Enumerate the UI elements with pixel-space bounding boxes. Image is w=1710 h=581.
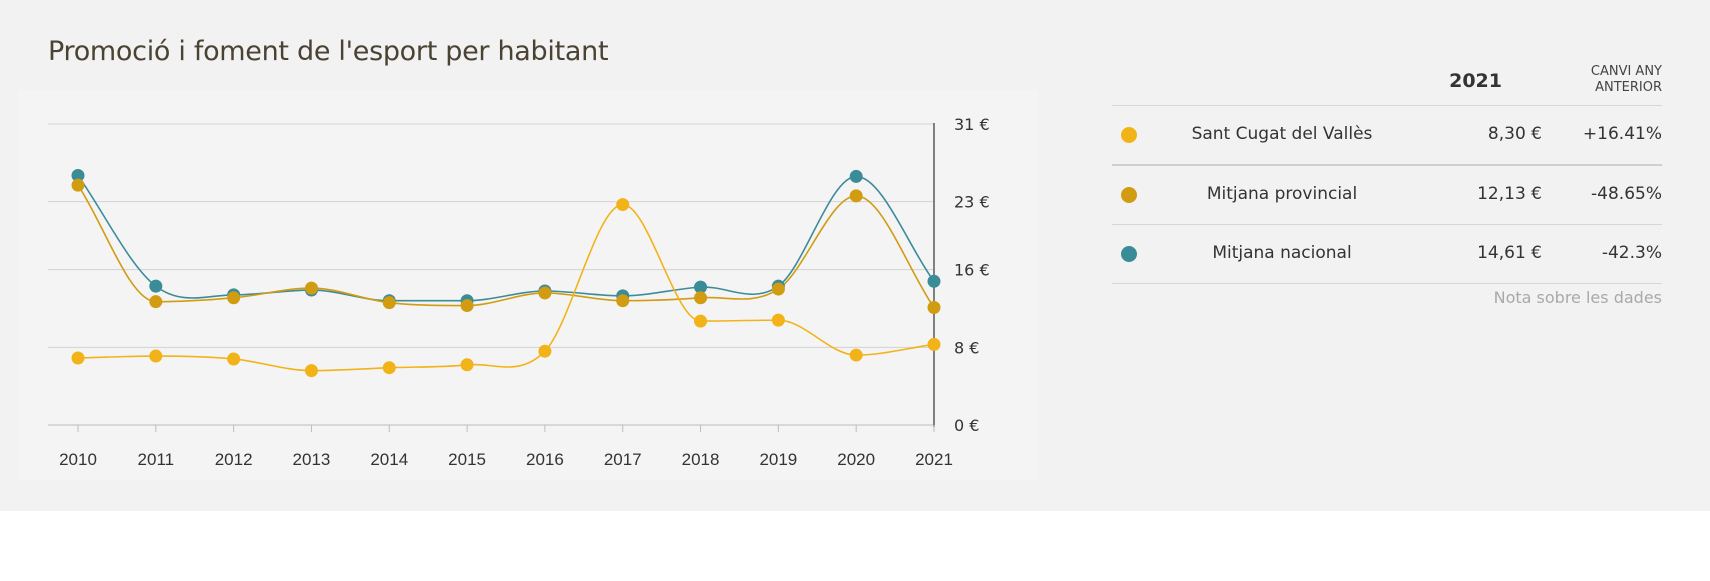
data-point-sant-cugat <box>538 344 552 358</box>
data-point-sant-cugat <box>616 198 630 212</box>
legend-row-name: Mitjana provincial <box>1206 184 1358 204</box>
x-tick-label: 2021 <box>915 450 953 469</box>
legend-year: 2021 <box>1449 70 1502 92</box>
data-point-provincial <box>71 178 85 192</box>
x-tick-label: 2019 <box>759 450 797 469</box>
data-point-provincial <box>694 291 708 305</box>
data-point-sant-cugat <box>694 314 708 328</box>
data-point-nacional <box>694 280 708 294</box>
x-tick-label: 2020 <box>837 450 875 469</box>
data-point-nacional <box>849 169 863 183</box>
data-point-provincial <box>771 282 785 296</box>
data-point-provincial <box>149 295 163 309</box>
series-line-sant-cugat <box>77 203 935 372</box>
data-point-sant-cugat <box>71 351 85 365</box>
x-tick-label: 2010 <box>59 450 97 469</box>
legend-header: 2021 CANVI ANY ANTERIOR <box>1112 60 1662 106</box>
data-point-sant-cugat <box>149 349 163 363</box>
data-note-link[interactable]: Nota sobre les dades <box>1493 288 1662 307</box>
x-tick-label: 2013 <box>293 450 331 469</box>
data-point-sant-cugat <box>927 337 941 351</box>
series-color-dot <box>1121 246 1137 262</box>
x-tick-label: 2014 <box>370 450 408 469</box>
data-point-nacional <box>71 168 85 182</box>
data-point-sant-cugat <box>460 358 474 372</box>
y-tick-label: 16 € <box>954 261 990 280</box>
x-tick-label: 2015 <box>448 450 486 469</box>
legend-row-name: Sant Cugat del Vallès <box>1191 124 1373 144</box>
legend-table: 2021 CANVI ANY ANTERIOR Sant Cugat del V… <box>1112 60 1662 307</box>
legend-row-provincial[interactable]: Mitjana provincial 12,13 € -48.65% <box>1112 166 1662 225</box>
legend-row-nacional[interactable]: Mitjana nacional 14,61 € -42.3% <box>1112 225 1662 284</box>
data-point-provincial <box>616 294 630 308</box>
series-color-dot <box>1121 127 1137 143</box>
change-header-line1: CANVI ANY <box>1590 64 1662 79</box>
y-tick-label: 8 € <box>954 338 979 357</box>
legend-row-change: -42.3% <box>1601 243 1662 263</box>
y-tick-label: 0 € <box>954 416 979 435</box>
x-tick-label: 2018 <box>682 450 720 469</box>
legend-row-change: -48.65% <box>1591 184 1662 204</box>
y-tick-label: 31 € <box>954 115 990 134</box>
data-point-provincial <box>927 301 941 315</box>
legend-row-value: 8,30 € <box>1487 124 1542 144</box>
data-point-sant-cugat <box>771 313 785 327</box>
legend-row-value: 12,13 € <box>1477 184 1542 204</box>
series-line-provincial <box>77 184 935 308</box>
plot-background <box>18 90 1038 480</box>
legend-row-sant-cugat[interactable]: Sant Cugat del Vallès 8,30 € +16.41% <box>1112 106 1662 166</box>
legend-row-name: Mitjana nacional <box>1212 243 1352 263</box>
data-point-provincial <box>538 286 552 300</box>
data-point-sant-cugat <box>382 361 396 375</box>
x-tick-label: 2011 <box>138 450 175 469</box>
x-tick-label: 2012 <box>215 450 253 469</box>
x-tick-label: 2017 <box>604 450 642 469</box>
legend-change-header: CANVI ANY ANTERIOR <box>1562 64 1662 96</box>
data-point-provincial <box>227 291 241 305</box>
data-point-nacional <box>927 274 941 288</box>
legend-row-change: +16.41% <box>1582 124 1662 144</box>
data-point-sant-cugat <box>849 348 863 362</box>
data-point-provincial <box>304 281 318 295</box>
line-chart: 0 € 8 € 16 € 23 € 31 € 2010 2011 2012 2013 2014 20… <box>48 115 990 469</box>
y-tick-label: 23 € <box>954 193 990 212</box>
legend-row-value: 14,61 € <box>1477 243 1542 263</box>
data-point-provincial <box>849 189 863 203</box>
data-point-provincial <box>382 296 396 310</box>
x-tick-label: 2016 <box>526 450 564 469</box>
data-point-sant-cugat <box>227 352 241 366</box>
series-line-nacional <box>77 175 935 302</box>
page-title: Promoció i foment de l'esport per habita… <box>48 36 609 67</box>
series-color-dot <box>1121 187 1137 203</box>
data-point-nacional <box>149 279 163 293</box>
change-header-line2: ANTERIOR <box>1595 80 1662 95</box>
data-point-sant-cugat <box>304 364 318 378</box>
data-point-provincial <box>460 299 474 313</box>
chart-panel: Promoció i foment de l'esport per habita… <box>0 0 1710 511</box>
